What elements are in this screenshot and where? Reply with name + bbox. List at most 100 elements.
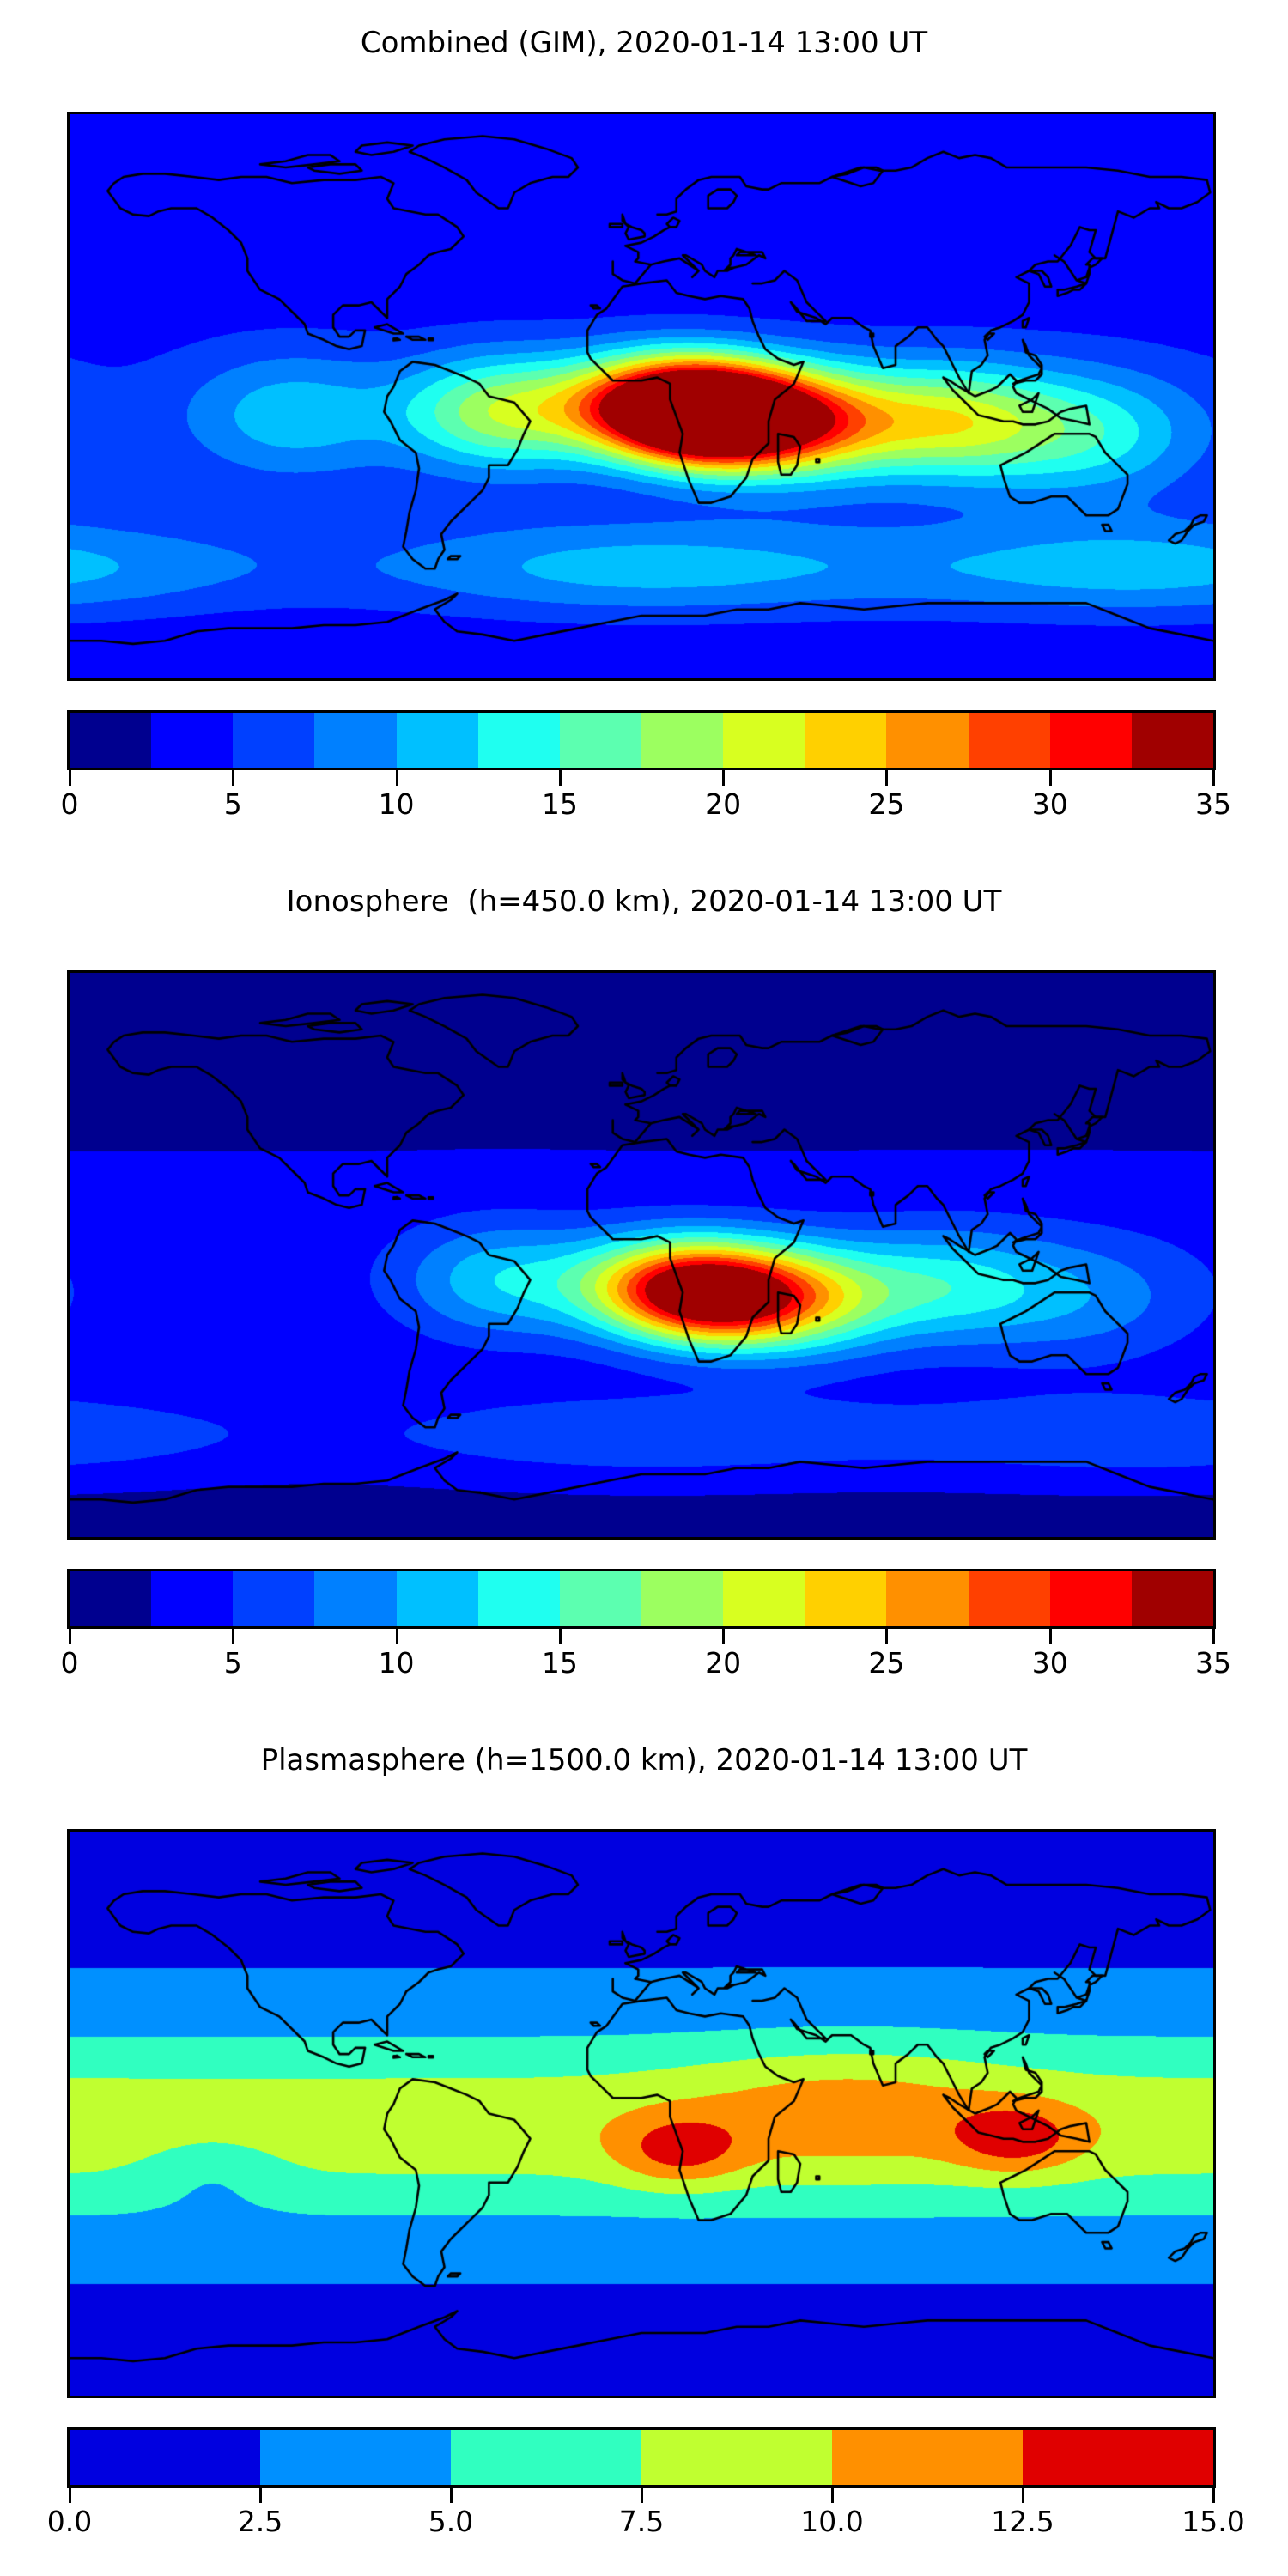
colorbar-band-1 xyxy=(151,713,234,768)
panel-title-plasmasphere: Plasmasphere (h=1500.0 km), 2020-01-14 1… xyxy=(260,1743,1028,1777)
colorbar-band-2 xyxy=(451,2430,641,2485)
colorbar-tick-4 xyxy=(722,770,726,786)
colorbar-tick-label-3: 7.5 xyxy=(618,2505,665,2538)
map-canvas-combined-gim xyxy=(70,114,1213,678)
colorbar-band-1 xyxy=(260,2430,451,2485)
panel-plasmasphere: Plasmasphere (h=1500.0 km), 2020-01-14 1… xyxy=(0,1717,1288,2576)
colorbar-band-4 xyxy=(396,713,478,768)
colorbar-tick-5 xyxy=(885,1629,889,1644)
colorbar-band-6 xyxy=(559,1571,641,1626)
colorbar-tick-1 xyxy=(259,2488,262,2503)
colorbar-labels-combined-gim: 0 5 10 15 20 25 30 35 xyxy=(61,787,1232,827)
panel-title-combined-gim: Combined (GIM), 2020-01-14 13:00 UT xyxy=(360,26,928,60)
colorbar-band-4 xyxy=(396,1571,478,1626)
colorbar-band-11 xyxy=(968,713,1050,768)
colorbar-tick-label-1: 5 xyxy=(223,787,242,821)
colorbar-tick-1 xyxy=(232,770,235,786)
colorbar-tick-label-0: 0 xyxy=(60,1646,79,1680)
colorbar-band-10 xyxy=(886,713,969,768)
colorbar-tick-label-3: 15 xyxy=(541,1646,578,1680)
colorbar-tick-0 xyxy=(69,2488,71,2503)
colorbar-band-0 xyxy=(70,1571,152,1626)
colorbar-band-5 xyxy=(477,1571,560,1626)
colorbar-band-12 xyxy=(1049,713,1132,768)
colorbar-band-4 xyxy=(832,2430,1023,2485)
colorbar-band-7 xyxy=(641,713,724,768)
colorbar-tick-label-0: 0.0 xyxy=(46,2505,93,2538)
colorbar-ionosphere: 0 5 10 15 20 25 30 35 xyxy=(61,1569,1231,1686)
map-ionosphere xyxy=(67,970,1216,1540)
colorbar-tick-label-7: 35 xyxy=(1195,1646,1231,1680)
colorbar-ticks-combined-gim xyxy=(67,770,1216,787)
colorbar-tick-3 xyxy=(558,770,562,786)
colorbar-band-3 xyxy=(314,1571,397,1626)
map-canvas-ionosphere xyxy=(70,973,1213,1537)
colorbar-tick-label-2: 10 xyxy=(378,787,415,821)
colorbar-tick-6 xyxy=(1048,1629,1052,1644)
colorbar-tick-label-1: 2.5 xyxy=(237,2505,283,2538)
colorbar-band-10 xyxy=(886,1571,969,1626)
colorbar-band-12 xyxy=(1049,1571,1132,1626)
colorbar-tick-label-7: 35 xyxy=(1195,787,1231,821)
colorbar-tick-label-6: 30 xyxy=(1031,1646,1068,1680)
colorbar-tick-5 xyxy=(1022,2488,1024,2503)
colorbar-tick-label-0: 0 xyxy=(60,787,79,821)
colorbar-tick-4 xyxy=(722,1629,726,1644)
colorbar-combined-gim: 0 5 10 15 20 25 30 35 xyxy=(61,710,1231,827)
map-canvas-plasmasphere xyxy=(70,1832,1213,2396)
colorbar-tick-2 xyxy=(395,1629,398,1644)
colorbar-tick-4 xyxy=(831,2488,834,2503)
panel-ionosphere: Ionosphere (h=450.0 km), 2020-01-14 13:0… xyxy=(0,859,1288,1717)
colorbar-tick-label-3: 15 xyxy=(541,787,578,821)
colorbar-tick-7 xyxy=(1212,770,1215,786)
colorbar-tick-label-5: 25 xyxy=(868,1646,905,1680)
colorbar-tick-7 xyxy=(1212,1629,1215,1644)
colorbar-tick-3 xyxy=(641,2488,643,2503)
colorbar-band-3 xyxy=(641,2430,832,2485)
colorbar-band-5 xyxy=(1023,2430,1213,2485)
colorbar-labels-plasmasphere: 0.0 2.5 5.0 7.5 10.0 12.5 15.0 xyxy=(47,2505,1245,2544)
colorbar-band-9 xyxy=(805,1571,887,1626)
colorbar-plasmasphere: 0.0 2.5 5.0 7.5 10.0 12.5 15.0 xyxy=(47,2427,1245,2544)
colorbar-tick-label-4: 10.0 xyxy=(800,2505,864,2538)
colorbar-band-2 xyxy=(233,1571,315,1626)
colorbar-band-1 xyxy=(151,1571,234,1626)
colorbar-tick-1 xyxy=(232,1629,235,1644)
map-plasmasphere xyxy=(67,1829,1216,2398)
colorbar-strip-combined-gim xyxy=(67,710,1216,770)
colorbar-band-13 xyxy=(1131,713,1213,768)
colorbar-tick-2 xyxy=(450,2488,453,2503)
colorbar-band-13 xyxy=(1131,1571,1213,1626)
colorbar-tick-6 xyxy=(1212,2488,1215,2503)
colorbar-tick-6 xyxy=(1048,770,1052,786)
colorbar-band-8 xyxy=(723,713,805,768)
colorbar-tick-5 xyxy=(885,770,889,786)
colorbar-strip-ionosphere xyxy=(67,1569,1216,1629)
colorbar-band-6 xyxy=(559,713,641,768)
colorbar-tick-0 xyxy=(69,1629,71,1644)
colorbar-ticks-plasmasphere xyxy=(67,2488,1216,2505)
colorbar-band-11 xyxy=(968,1571,1050,1626)
colorbar-tick-label-2: 10 xyxy=(378,1646,415,1680)
colorbar-tick-3 xyxy=(558,1629,562,1644)
colorbar-tick-label-5: 25 xyxy=(868,787,905,821)
panel-title-ionosphere: Ionosphere (h=450.0 km), 2020-01-14 13:0… xyxy=(286,884,1002,919)
map-combined-gim xyxy=(67,112,1216,681)
colorbar-tick-label-6: 15.0 xyxy=(1182,2505,1245,2538)
colorbar-band-7 xyxy=(641,1571,724,1626)
colorbar-band-3 xyxy=(314,713,397,768)
colorbar-tick-label-4: 20 xyxy=(705,1646,742,1680)
colorbar-band-0 xyxy=(70,713,152,768)
colorbar-strip-plasmasphere xyxy=(67,2427,1216,2488)
colorbar-band-2 xyxy=(233,713,315,768)
colorbar-band-8 xyxy=(723,1571,805,1626)
colorbar-tick-0 xyxy=(69,770,71,786)
colorbar-tick-label-6: 30 xyxy=(1031,787,1068,821)
panel-combined-gim: Combined (GIM), 2020-01-14 13:00 UT 0 5 10… xyxy=(0,0,1288,859)
colorbar-tick-label-4: 20 xyxy=(705,787,742,821)
colorbar-band-5 xyxy=(477,713,560,768)
colorbar-band-0 xyxy=(70,2430,260,2485)
colorbar-tick-label-2: 5.0 xyxy=(428,2505,474,2538)
colorbar-band-9 xyxy=(805,713,887,768)
